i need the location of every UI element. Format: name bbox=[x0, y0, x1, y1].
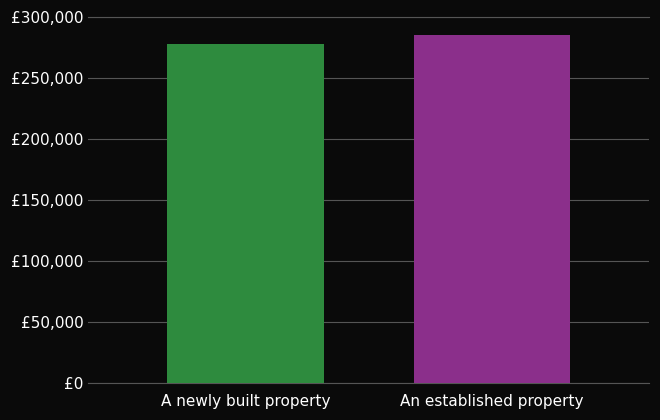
Bar bbox=[167, 44, 324, 383]
Bar bbox=[414, 35, 570, 383]
